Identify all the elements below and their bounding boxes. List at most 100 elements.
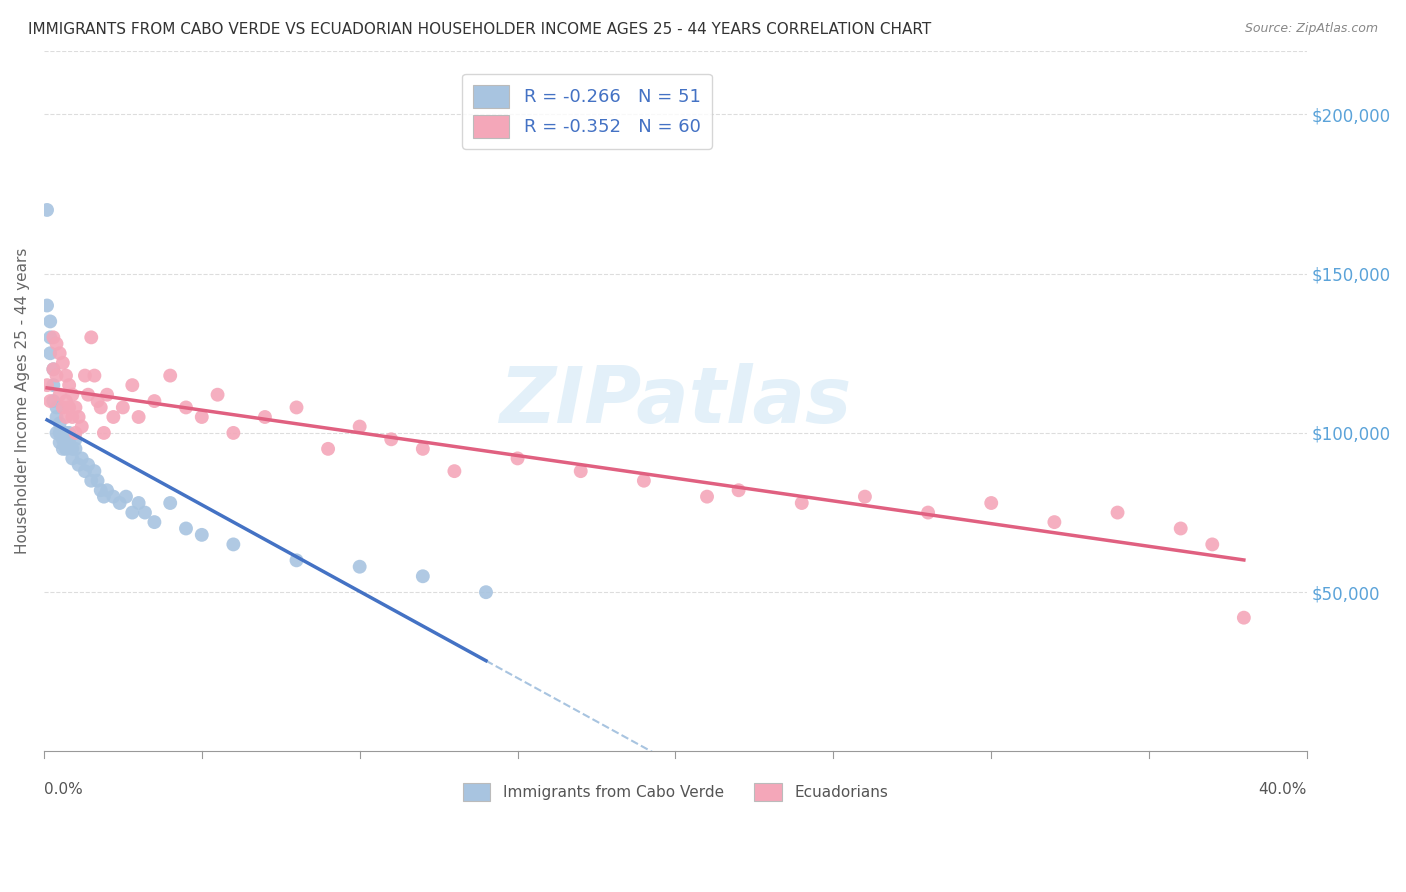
Point — [52, 442, 75, 456]
Point — [35, 378, 58, 392]
Point — [380, 432, 402, 446]
Point — [134, 506, 156, 520]
Point — [727, 483, 749, 498]
Point — [128, 496, 150, 510]
Point — [70, 419, 93, 434]
Point — [55, 394, 77, 409]
Point — [83, 368, 105, 383]
Point — [790, 496, 813, 510]
Point — [412, 442, 434, 456]
Point — [86, 394, 108, 409]
Point — [111, 401, 134, 415]
Point — [96, 387, 118, 401]
Text: ZIPatlas: ZIPatlas — [499, 363, 852, 439]
Point — [65, 401, 87, 415]
Point — [121, 506, 143, 520]
Point — [58, 378, 80, 392]
Point — [55, 442, 77, 456]
Point — [39, 330, 62, 344]
Point — [52, 401, 75, 415]
Point — [70, 451, 93, 466]
Point — [80, 474, 103, 488]
Point — [45, 368, 67, 383]
Point — [1201, 537, 1223, 551]
Point — [55, 425, 77, 440]
Point — [48, 387, 70, 401]
Point — [55, 409, 77, 424]
Point — [222, 425, 245, 440]
Point — [65, 425, 87, 440]
Text: IMMIGRANTS FROM CABO VERDE VS ECUADORIAN HOUSEHOLDER INCOME AGES 25 - 44 YEARS C: IMMIGRANTS FROM CABO VERDE VS ECUADORIAN… — [28, 22, 931, 37]
Point — [39, 394, 62, 409]
Point — [67, 409, 90, 424]
Point — [39, 346, 62, 360]
Point — [83, 464, 105, 478]
Point — [55, 432, 77, 446]
Point — [1170, 521, 1192, 535]
Point — [55, 368, 77, 383]
Point — [475, 585, 498, 599]
Point — [191, 409, 214, 424]
Point — [90, 483, 112, 498]
Point — [39, 314, 62, 328]
Point — [42, 378, 65, 392]
Point — [48, 435, 70, 450]
Point — [60, 442, 83, 456]
Point — [45, 336, 67, 351]
Point — [696, 490, 718, 504]
Point — [569, 464, 592, 478]
Point — [174, 521, 197, 535]
Point — [253, 409, 276, 424]
Point — [58, 435, 80, 450]
Point — [45, 401, 67, 415]
Point — [60, 409, 83, 424]
Point — [73, 368, 96, 383]
Point — [65, 432, 87, 446]
Point — [1233, 610, 1256, 624]
Point — [349, 419, 371, 434]
Point — [207, 387, 229, 401]
Point — [103, 409, 125, 424]
Point — [128, 409, 150, 424]
Point — [506, 451, 529, 466]
Point — [1107, 506, 1129, 520]
Point — [86, 474, 108, 488]
Point — [60, 387, 83, 401]
Y-axis label: Householder Income Ages 25 - 44 years: Householder Income Ages 25 - 44 years — [15, 248, 30, 554]
Point — [980, 496, 1002, 510]
Point — [316, 442, 339, 456]
Legend: Immigrants from Cabo Verde, Ecuadorians: Immigrants from Cabo Verde, Ecuadorians — [457, 777, 894, 807]
Point — [80, 330, 103, 344]
Point — [222, 537, 245, 551]
Point — [143, 394, 166, 409]
Point — [443, 464, 465, 478]
Point — [191, 528, 214, 542]
Text: Source: ZipAtlas.com: Source: ZipAtlas.com — [1244, 22, 1378, 36]
Text: 0.0%: 0.0% — [44, 781, 83, 797]
Point — [96, 483, 118, 498]
Point — [121, 378, 143, 392]
Point — [73, 464, 96, 478]
Point — [90, 401, 112, 415]
Point — [77, 458, 100, 472]
Point — [58, 425, 80, 440]
Point — [42, 330, 65, 344]
Point — [633, 474, 655, 488]
Point — [48, 417, 70, 431]
Point — [853, 490, 876, 504]
Point — [52, 425, 75, 440]
Point — [1043, 515, 1066, 529]
Point — [159, 368, 181, 383]
Point — [52, 356, 75, 370]
Point — [45, 409, 67, 424]
Point — [285, 553, 308, 567]
Point — [60, 451, 83, 466]
Point — [42, 362, 65, 376]
Point — [93, 425, 115, 440]
Point — [35, 202, 58, 217]
Point — [52, 432, 75, 446]
Point — [115, 490, 138, 504]
Point — [412, 569, 434, 583]
Point — [42, 362, 65, 376]
Point — [103, 490, 125, 504]
